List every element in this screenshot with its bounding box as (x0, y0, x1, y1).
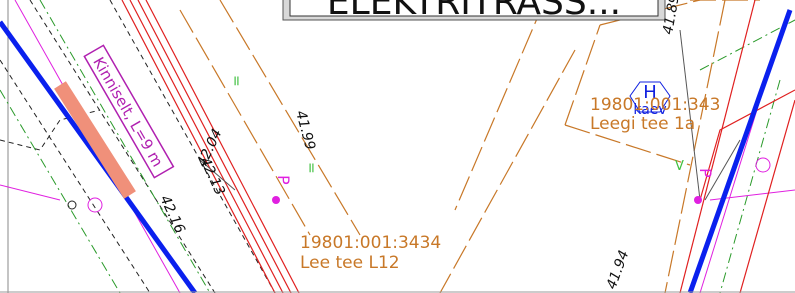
marker: = (303, 162, 319, 174)
parcel-address: Leegi tee 1a (590, 114, 695, 134)
marker: V (675, 159, 684, 174)
parcel-id: 19801:001:343 (590, 95, 720, 115)
marker: P (696, 168, 715, 178)
marker: = (228, 75, 244, 87)
map-canvas: ELEKTRITRASS... Kinniselt, L=9 m H kaev … (0, 0, 795, 293)
parcel-address: Lee tee L12 (300, 253, 400, 273)
point-marker (272, 196, 280, 204)
banner: ELEKTRITRASS... (283, 0, 665, 23)
parcel-id: 19801:001:3434 (300, 233, 441, 253)
marker: P (274, 175, 293, 185)
banner-title: ELEKTRITRASS... (327, 0, 621, 23)
point-marker (694, 196, 702, 204)
